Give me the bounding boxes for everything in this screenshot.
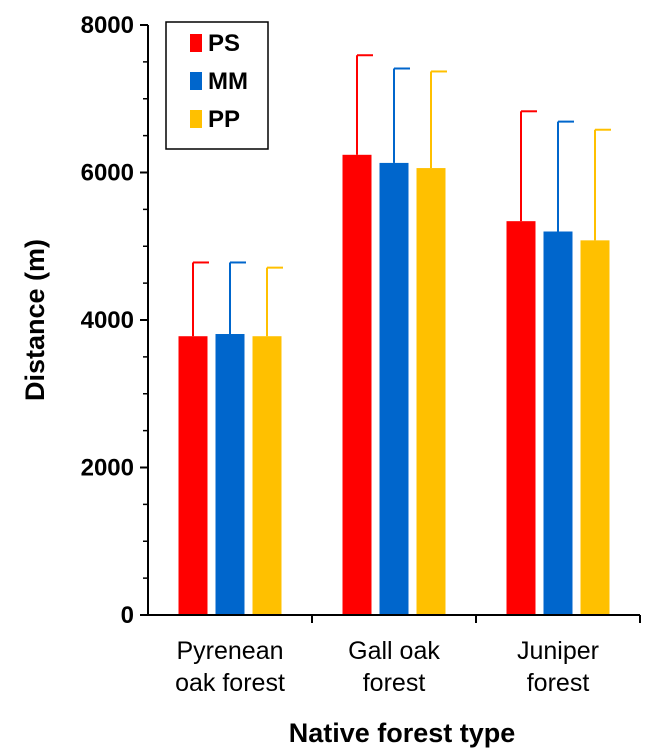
bar-ps xyxy=(342,154,372,616)
y-tick-label: 8000 xyxy=(81,12,134,39)
x-category-label: Juniper xyxy=(517,637,599,665)
legend-label-ps: PS xyxy=(208,30,240,57)
legend: PS MM PP xyxy=(165,21,269,150)
legend-label-mm: MM xyxy=(208,68,248,95)
plot-area xyxy=(178,54,641,623)
legend-swatch-ps xyxy=(190,34,202,52)
bar-pp xyxy=(416,168,446,615)
legend-swatch-pp xyxy=(190,110,202,128)
y-tick-label: 0 xyxy=(121,602,134,629)
legend-box xyxy=(165,21,269,150)
x-category-label: forest xyxy=(527,669,590,697)
bar-pp xyxy=(580,240,610,615)
x-category-label: oak forest xyxy=(175,669,285,697)
x-axis-category-labels: Pyrenean oak forest Gall oak forest Juniper f… xyxy=(175,637,599,697)
legend-swatch-mm xyxy=(190,72,202,90)
x-category-label: forest xyxy=(363,669,426,697)
bar-mm xyxy=(379,162,409,615)
x-category-label: Gall oak xyxy=(348,637,440,665)
y-tick-label: 6000 xyxy=(81,160,134,187)
legend-label-pp: PP xyxy=(208,106,240,133)
y-tick-label: 2000 xyxy=(81,455,134,482)
y-axis-title: Distance (m) xyxy=(20,239,50,401)
bar-mm xyxy=(215,334,245,615)
x-axis-title: Native forest type xyxy=(289,718,516,748)
bar-pp xyxy=(252,336,282,615)
bar-mm xyxy=(543,231,573,615)
bar-ps xyxy=(506,221,536,616)
y-axis-ticks: 0 2000 4000 6000 8000 xyxy=(81,12,148,629)
bar-ps xyxy=(178,336,208,615)
x-category-label: Pyrenean xyxy=(176,637,283,665)
y-tick-label: 4000 xyxy=(81,307,134,334)
